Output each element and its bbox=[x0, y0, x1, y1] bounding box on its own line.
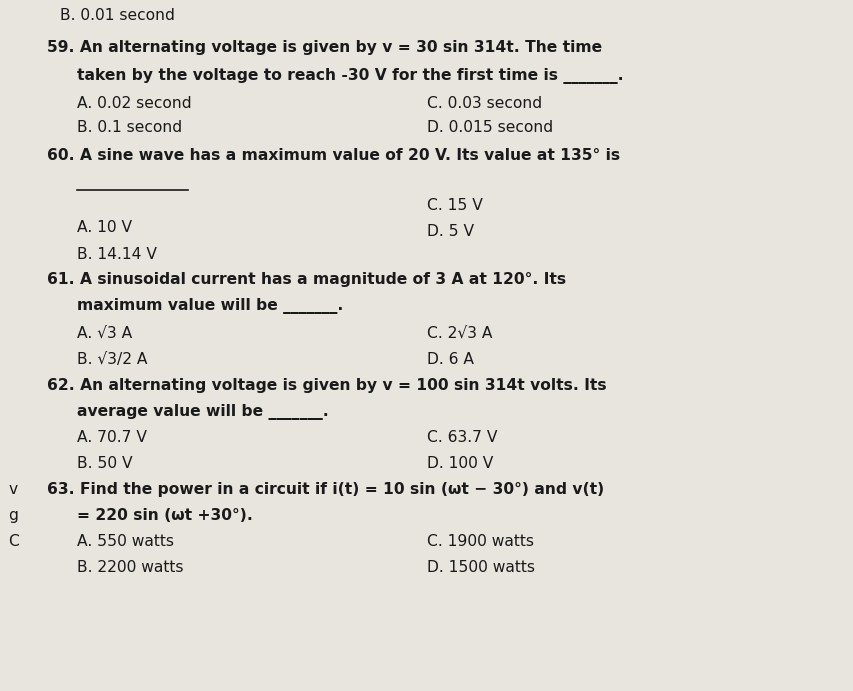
Text: v: v bbox=[9, 482, 18, 497]
Text: C. 1900 watts: C. 1900 watts bbox=[426, 534, 533, 549]
Text: A. 70.7 V: A. 70.7 V bbox=[77, 430, 147, 445]
Text: B. 0.1 second: B. 0.1 second bbox=[77, 120, 182, 135]
Text: D. 1500 watts: D. 1500 watts bbox=[426, 560, 534, 575]
Text: A. 10 V: A. 10 V bbox=[77, 220, 132, 235]
Text: g: g bbox=[9, 508, 19, 523]
Text: B. 2200 watts: B. 2200 watts bbox=[77, 560, 183, 575]
Text: C. 2√3 A: C. 2√3 A bbox=[426, 326, 492, 341]
Text: B. 14.14 V: B. 14.14 V bbox=[77, 247, 157, 262]
Text: 62. An alternating voltage is given by v = 100 sin 314t volts. Its: 62. An alternating voltage is given by v… bbox=[47, 378, 606, 393]
Text: A. √3 A: A. √3 A bbox=[77, 326, 132, 341]
Text: B. 0.01 second: B. 0.01 second bbox=[60, 8, 175, 23]
Text: 61. A sinusoidal current has a magnitude of 3 A at 120°. Its: 61. A sinusoidal current has a magnitude… bbox=[47, 272, 566, 287]
Text: C: C bbox=[9, 534, 20, 549]
Text: D. 5 V: D. 5 V bbox=[426, 224, 473, 239]
Text: maximum value will be _______.: maximum value will be _______. bbox=[77, 298, 343, 314]
Text: 59. An alternating voltage is given by v = 30 sin 314t. The time: 59. An alternating voltage is given by v… bbox=[47, 40, 601, 55]
Text: C. 63.7 V: C. 63.7 V bbox=[426, 430, 497, 445]
Text: B. √3/2 A: B. √3/2 A bbox=[77, 352, 148, 367]
Text: B. 50 V: B. 50 V bbox=[77, 456, 132, 471]
Text: D. 6 A: D. 6 A bbox=[426, 352, 473, 367]
Text: C. 0.03 second: C. 0.03 second bbox=[426, 96, 542, 111]
Text: taken by the voltage to reach -30 V for the first time is _______.: taken by the voltage to reach -30 V for … bbox=[77, 68, 623, 84]
Text: average value will be _______.: average value will be _______. bbox=[77, 404, 328, 420]
Text: C. 15 V: C. 15 V bbox=[426, 198, 482, 213]
Text: A. 0.02 second: A. 0.02 second bbox=[77, 96, 191, 111]
Text: A. 550 watts: A. 550 watts bbox=[77, 534, 174, 549]
Text: 60. A sine wave has a maximum value of 20 V. Its value at 135° is: 60. A sine wave has a maximum value of 2… bbox=[47, 148, 619, 163]
Text: D. 0.015 second: D. 0.015 second bbox=[426, 120, 553, 135]
Text: D. 100 V: D. 100 V bbox=[426, 456, 493, 471]
Text: = 220 sin (ωt +30°).: = 220 sin (ωt +30°). bbox=[77, 508, 252, 523]
Text: 63. Find the power in a circuit if i(t) = 10 sin (ωt − 30°) and v(t): 63. Find the power in a circuit if i(t) … bbox=[47, 482, 604, 497]
